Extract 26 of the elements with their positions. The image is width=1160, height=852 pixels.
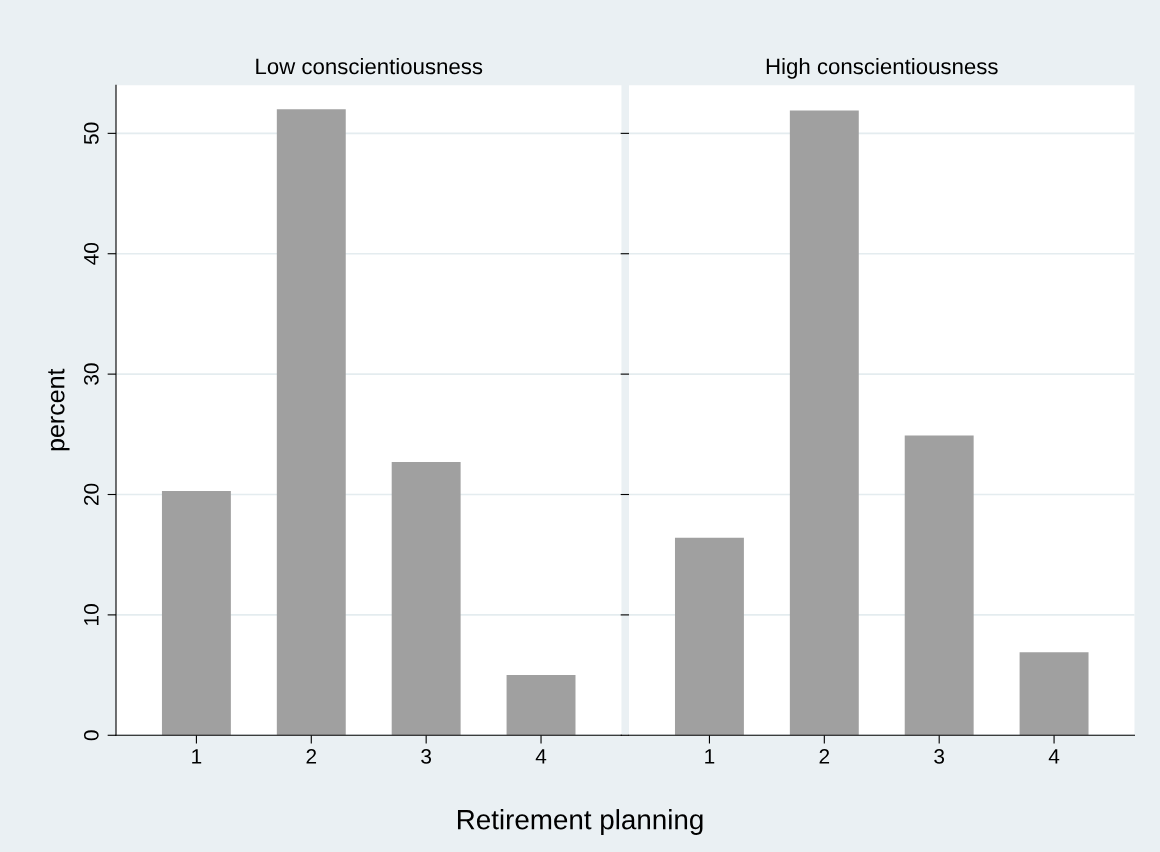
x-tick-label: 3 (421, 749, 432, 764)
bar (789, 110, 859, 736)
chart-title: High conscientiousness (766, 57, 998, 79)
bar (506, 675, 576, 736)
x-tick-label: 2 (819, 749, 830, 764)
x-tick-label: 4 (535, 749, 547, 764)
x-tick-label: 1 (705, 749, 715, 764)
bar (276, 109, 346, 736)
x-tick-label: 4 (1048, 749, 1060, 764)
y-tick-label: 30 (83, 363, 99, 385)
bar (904, 435, 974, 736)
x-tick-label: 2 (306, 749, 317, 764)
y-tick-label: 50 (83, 122, 99, 145)
bar (161, 490, 231, 736)
x-tick-label: 1 (192, 749, 202, 764)
y-axis-title: percent (48, 368, 70, 451)
y-tick-label: 20 (83, 483, 99, 506)
bar (674, 537, 744, 736)
bar (1019, 652, 1089, 736)
y-tick-label: 40 (83, 242, 99, 265)
chart-title: Low conscientiousness (256, 57, 483, 75)
y-tick-label: 0 (83, 730, 99, 741)
bar (391, 462, 461, 736)
x-tick-label: 3 (934, 749, 945, 764)
y-tick-label: 10 (83, 604, 99, 625)
x-axis-title: Retirement planning (457, 809, 703, 835)
